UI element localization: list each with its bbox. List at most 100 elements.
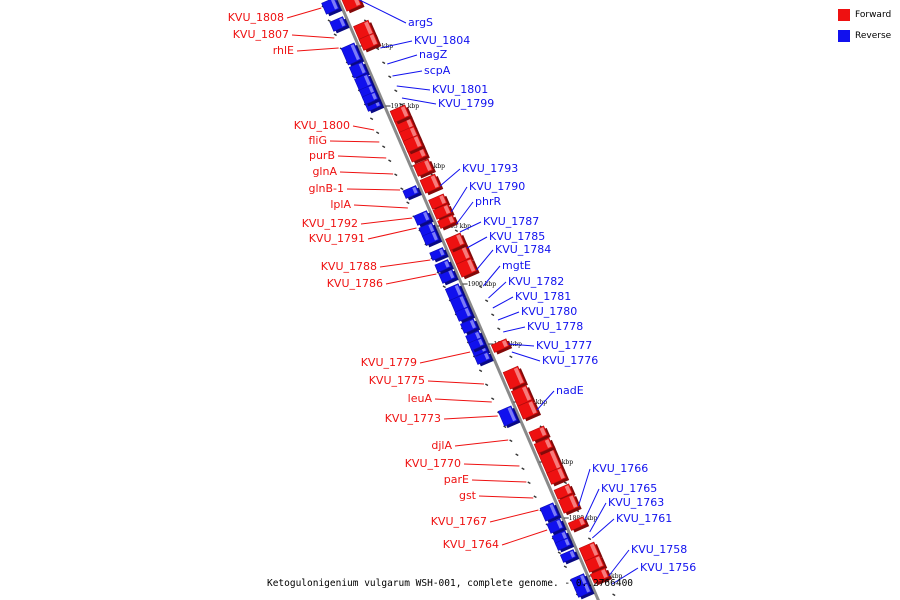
- gene-label-forward: purB: [309, 149, 335, 162]
- gene-label-forward: KVU_1792: [302, 217, 358, 230]
- label-connector: [359, 0, 407, 24]
- label-connector: [577, 468, 591, 507]
- guide-dot: [497, 327, 501, 331]
- gene-reverse-3-highlight: [358, 62, 366, 74]
- gene-reverse-2-highlight: [350, 44, 360, 61]
- gene-forward-17-highlight: [528, 401, 537, 414]
- gene-reverse-9-highlight: [428, 223, 435, 233]
- tick-label: 1905 kbp: [442, 223, 471, 230]
- gene-label-reverse: KVU_1793: [462, 162, 518, 175]
- gene-reverse-20-highlight: [507, 407, 517, 422]
- label-connector: [296, 47, 339, 52]
- gene-label-reverse: KVU_1781: [515, 290, 571, 303]
- gene-label-reverse: phrR: [475, 195, 501, 208]
- label-connector: [501, 529, 548, 546]
- guide-dot: [376, 47, 380, 51]
- label-connector: [478, 495, 534, 499]
- gene-label-reverse: KVU_1776: [542, 354, 598, 367]
- guide-dot: [563, 565, 568, 569]
- guide-dot: [509, 355, 513, 359]
- gene-reverse-7: [402, 185, 422, 201]
- gene-reverse-12: [438, 268, 459, 286]
- guide-dot: [400, 103, 404, 107]
- gene-forward-20: [546, 466, 570, 487]
- gene-label-reverse: KVU_1804: [414, 34, 470, 47]
- gene-reverse-extra-2: [361, 91, 382, 107]
- gene-label-forward: KVU_1779: [361, 356, 417, 369]
- label-connector: [611, 567, 639, 585]
- guide-dot: [557, 551, 561, 555]
- gene-label-reverse: KVU_1787: [483, 215, 539, 228]
- gene-reverse-11: [429, 247, 449, 263]
- gene-forward-15-highlight: [513, 367, 524, 384]
- gene-label-reverse: mgtE: [502, 259, 531, 272]
- gene-label-forward: djlA: [431, 439, 452, 452]
- gene-label-forward: KVU_1764: [443, 538, 499, 551]
- label-connector: [488, 281, 507, 299]
- gene-reverse-8-highlight: [423, 211, 430, 221]
- gene-forward-23: [567, 516, 590, 533]
- label-connector: [591, 518, 615, 539]
- label-connector: [482, 265, 501, 287]
- gene-reverse-extra-3: [434, 259, 454, 275]
- gene-label-forward: parE: [444, 473, 469, 486]
- label-connector: [392, 70, 423, 77]
- gene-reverse-22: [546, 518, 567, 536]
- label-connector: [511, 351, 541, 362]
- gene-label-forward: glnB-1: [308, 182, 344, 195]
- gene-reverse-26-highlight: [584, 583, 591, 593]
- label-connector: [329, 140, 380, 143]
- legend: Forward Reverse: [838, 8, 891, 50]
- label-connector: [367, 227, 417, 240]
- label-connector: [584, 488, 600, 521]
- gene-label-reverse: nagZ: [419, 48, 448, 61]
- gene-forward-18: [528, 425, 551, 444]
- guide-dot: [521, 467, 525, 471]
- guide-dot: [503, 425, 507, 429]
- guide-dot: [382, 145, 386, 149]
- label-connector: [427, 380, 484, 385]
- legend-item-reverse: Reverse: [838, 29, 891, 43]
- gene-forward-extra-7-highlight: [601, 569, 608, 579]
- gene-reverse-10-highlight: [431, 231, 438, 241]
- gene-label-reverse: KVU_1758: [631, 543, 687, 556]
- gene-label-forward: rhlE: [273, 44, 294, 57]
- guide-dot: [388, 75, 392, 79]
- gene-label-reverse: KVU_1756: [640, 561, 696, 574]
- gene-reverse-2: [340, 42, 365, 68]
- guide-dot: [491, 397, 495, 401]
- gene-reverse-11-highlight: [439, 248, 445, 256]
- guide-dot: [509, 439, 513, 443]
- label-connector: [471, 479, 527, 483]
- guide-dot: [533, 495, 537, 499]
- guide-dot: [515, 453, 519, 457]
- gene-label-reverse: KVU_1785: [489, 230, 545, 243]
- label-connector: [385, 273, 437, 285]
- gene-reverse-25-highlight: [580, 574, 588, 586]
- gene-features: [321, 0, 613, 600]
- gene-label-reverse: KVU_1799: [438, 97, 494, 110]
- gene-reverse-extra-2-highlight: [371, 92, 377, 100]
- gene-reverse-22-highlight: [556, 519, 563, 529]
- reverse-swatch: [838, 30, 850, 42]
- guide-dot: [491, 313, 495, 317]
- gene-label-forward: gst: [459, 489, 477, 502]
- legend-label-reverse: Reverse: [855, 31, 892, 41]
- gene-label-forward: KVU_1808: [228, 11, 284, 24]
- gene-forward-7: [413, 158, 436, 179]
- gene-reverse-8: [413, 210, 434, 228]
- gene-label-reverse: KVU_1778: [527, 320, 583, 333]
- guide-dot: [400, 187, 404, 191]
- gene-label-reverse: argS: [408, 16, 433, 29]
- gene-reverse-extra-1: [329, 16, 350, 34]
- gene-reverse-21-highlight: [549, 504, 558, 517]
- gene-forward-11: [437, 214, 459, 231]
- gene-reverse-extra-4: [468, 337, 488, 353]
- gene-forward-3-highlight: [369, 34, 378, 45]
- gene-label-reverse: nadE: [556, 384, 584, 397]
- guide-dot: [382, 61, 386, 65]
- label-connector: [463, 463, 520, 467]
- label-connector: [337, 155, 387, 159]
- gene-forward-21-highlight: [564, 485, 572, 495]
- guide-dot: [394, 89, 398, 93]
